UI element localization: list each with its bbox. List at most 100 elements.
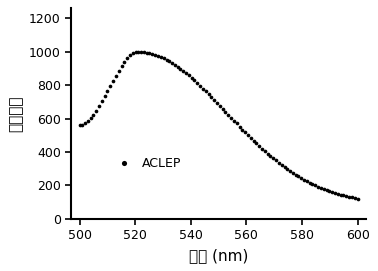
ACLEP (149, 51, 155, 56)
ACLEP (228, 115, 234, 120)
ACLEP (172, 63, 178, 67)
ACLEP (127, 53, 133, 58)
ACLEP (194, 81, 200, 85)
ACLEP (259, 146, 265, 151)
ACLEP (287, 169, 293, 173)
ACLEP (88, 116, 94, 120)
ACLEP (158, 55, 164, 59)
ACLEP (214, 101, 220, 105)
ACLEP (262, 149, 268, 153)
ACLEP (164, 57, 170, 62)
ACLEP (133, 50, 139, 54)
ACLEP (332, 191, 338, 195)
ACLEP (276, 161, 282, 165)
ACLEP (110, 78, 116, 83)
ACLEP (329, 190, 335, 194)
ACLEP (107, 84, 113, 88)
ACLEP (352, 196, 358, 200)
ACLEP (124, 56, 130, 60)
ACLEP (282, 165, 288, 169)
ACLEP (161, 56, 167, 60)
ACLEP (113, 73, 119, 78)
Y-axis label: 荧光强度: 荧光强度 (8, 95, 23, 132)
ACLEP (253, 141, 259, 146)
ACLEP (175, 64, 181, 69)
ACLEP (197, 84, 203, 88)
ACLEP (273, 158, 279, 163)
X-axis label: 波长 (nm): 波长 (nm) (189, 248, 248, 263)
ACLEP (180, 69, 186, 73)
ACLEP (338, 192, 344, 197)
ACLEP (220, 107, 226, 111)
ACLEP (141, 50, 147, 54)
ACLEP (270, 156, 276, 160)
ACLEP (225, 112, 231, 117)
ACLEP (177, 67, 183, 71)
ACLEP (200, 86, 206, 91)
ACLEP (189, 76, 195, 80)
ACLEP (265, 151, 271, 156)
ACLEP (206, 92, 212, 96)
ACLEP (93, 108, 99, 113)
ACLEP (144, 50, 150, 55)
ACLEP (85, 119, 91, 123)
ACLEP (217, 104, 223, 108)
Legend: ACLEP: ACLEP (107, 151, 186, 175)
ACLEP (284, 167, 290, 171)
ACLEP (340, 193, 346, 198)
ACLEP (248, 136, 254, 140)
ACLEP (99, 99, 105, 104)
ACLEP (222, 109, 228, 114)
ACLEP (82, 121, 88, 125)
ACLEP (349, 195, 355, 199)
ACLEP (324, 188, 330, 192)
ACLEP (183, 71, 189, 75)
ACLEP (234, 121, 240, 126)
ACLEP (321, 187, 327, 191)
ACLEP (267, 154, 273, 158)
ACLEP (237, 125, 243, 129)
ACLEP (155, 53, 161, 58)
ACLEP (119, 63, 125, 68)
ACLEP (296, 174, 302, 179)
ACLEP (203, 89, 209, 93)
ACLEP (312, 183, 318, 188)
ACLEP (239, 127, 245, 132)
ACLEP (343, 194, 349, 198)
ACLEP (315, 185, 321, 189)
ACLEP (256, 144, 262, 148)
ACLEP (307, 180, 313, 185)
ACLEP (152, 53, 158, 57)
ACLEP (293, 173, 299, 177)
ACLEP (169, 61, 175, 65)
ACLEP (251, 138, 257, 143)
ACLEP (279, 163, 285, 167)
ACLEP (79, 122, 85, 127)
ACLEP (245, 133, 251, 137)
ACLEP (146, 51, 152, 55)
ACLEP (90, 112, 96, 117)
ACLEP (301, 178, 307, 182)
ACLEP (191, 78, 197, 83)
ACLEP (121, 60, 127, 64)
ACLEP (135, 50, 141, 54)
ACLEP (211, 98, 217, 102)
ACLEP (116, 69, 122, 73)
ACLEP (102, 94, 108, 98)
ACLEP (166, 59, 172, 63)
ACLEP (304, 179, 310, 183)
ACLEP (104, 89, 110, 93)
ACLEP (76, 123, 82, 127)
ACLEP (310, 182, 316, 186)
ACLEP (231, 118, 237, 123)
ACLEP (327, 189, 333, 193)
ACLEP (208, 95, 214, 99)
ACLEP (335, 192, 341, 196)
ACLEP (138, 50, 144, 54)
ACLEP (186, 73, 192, 78)
ACLEP (318, 186, 324, 190)
ACLEP (242, 130, 248, 135)
ACLEP (96, 104, 102, 108)
ACLEP (130, 51, 136, 56)
ACLEP (346, 195, 352, 199)
